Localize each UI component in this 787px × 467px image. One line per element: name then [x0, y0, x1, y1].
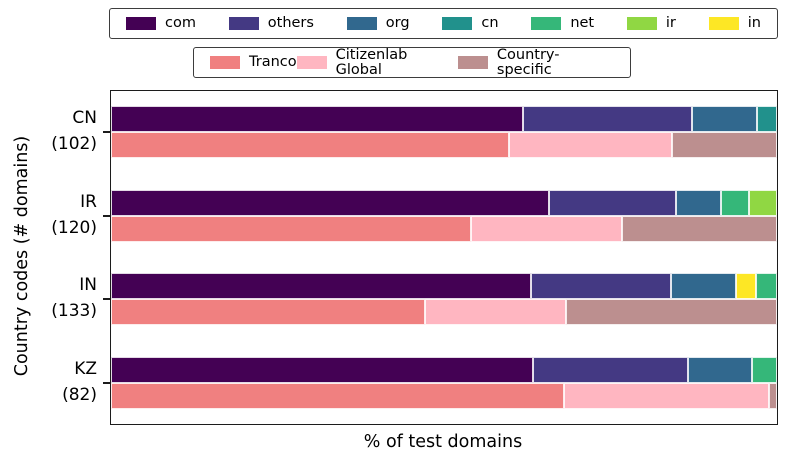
legend-swatch-icon: [210, 56, 240, 69]
segment-org: [671, 273, 737, 299]
ytick-label-IN: IN (133): [51, 275, 97, 321]
bar-group-KZ: [111, 357, 777, 409]
legend-item-others: others: [228, 15, 314, 32]
segment-com: [111, 106, 524, 132]
ytick-mark-IR: [103, 215, 111, 217]
ytick-label-KZ: KZ (82): [62, 359, 97, 405]
source-bar-KZ: [111, 383, 777, 409]
tld-bar-IN: [111, 273, 777, 299]
legend-label: Country-specific: [496, 47, 560, 78]
source-bar-IN: [111, 299, 777, 325]
segment-tranco: [111, 383, 564, 409]
segment-org: [687, 357, 752, 383]
tld-legend: com others org cn net ir in: [109, 8, 778, 39]
bar-group-CN: [111, 106, 777, 158]
legend-swatch-icon: [457, 56, 488, 69]
legend-swatch-icon: [626, 17, 657, 30]
segment-others: [533, 357, 688, 383]
ytick-label-IR: IR (120): [51, 192, 97, 238]
x-axis-label: % of test domains: [363, 432, 523, 452]
legend-label: Citizenlab Global: [335, 47, 408, 78]
legend-label: cn: [481, 15, 499, 32]
segment-citizenlab-global: [509, 132, 673, 158]
segment-citizenlab-global: [563, 383, 769, 409]
legend-swatch-icon: [346, 17, 377, 30]
legend-swatch-icon: [228, 17, 259, 30]
segment-country-specific: [621, 216, 777, 242]
legend-label: com: [165, 15, 196, 32]
legend-item-in: in: [708, 15, 761, 32]
segment-tranco: [111, 299, 425, 325]
tld-bar-IR: [111, 190, 777, 216]
legend-item-ir: ir: [626, 15, 676, 32]
segment-org: [692, 106, 757, 132]
source-bar-IR: [111, 216, 777, 242]
legend-swatch-icon: [442, 17, 473, 30]
source-bar-CN: [111, 132, 777, 158]
bar-group-IR: [111, 190, 777, 242]
segment-ir: [749, 190, 777, 216]
segment-tranco: [111, 216, 472, 242]
segment-country-specific: [769, 383, 777, 409]
legend-label: net: [570, 15, 595, 32]
legend-swatch-icon: [126, 17, 156, 30]
legend-item-tranco: Tranco: [210, 55, 297, 70]
segment-country-specific: [672, 132, 777, 158]
tld-bar-CN: [111, 106, 777, 132]
legend-label: others: [267, 15, 314, 32]
ytick-mark-CN: [103, 131, 111, 133]
segment-org: [676, 190, 722, 216]
legend-swatch-icon: [708, 17, 739, 30]
segment-others: [523, 106, 693, 132]
legend-swatch-icon: [531, 17, 562, 30]
legend-label: in: [747, 15, 761, 32]
segment-com: [111, 273, 532, 299]
segment-country-specific: [565, 299, 777, 325]
legend-item-country-specific: Country-specific: [457, 47, 614, 78]
segment-com: [111, 190, 550, 216]
segment-tranco: [111, 132, 510, 158]
ytick-mark-IN: [103, 298, 111, 300]
legend-label: Tranco: [249, 54, 297, 71]
tld-bar-KZ: [111, 357, 777, 383]
segment-citizenlab-global: [471, 216, 622, 242]
legend-label: org: [385, 15, 410, 32]
segment-others: [549, 190, 677, 216]
legend-label: ir: [665, 15, 676, 32]
segment-net: [751, 357, 777, 383]
segment-net: [721, 190, 749, 216]
segment-citizenlab-global: [424, 299, 566, 325]
legend-item-net: net: [531, 16, 594, 31]
plot-area: [110, 90, 778, 425]
bar-group-IN: [111, 273, 777, 325]
segment-com: [111, 357, 534, 383]
source-legend: Tranco Citizenlab Global Country-specific: [193, 47, 631, 78]
segment-net: [756, 273, 777, 299]
legend-swatch-icon: [296, 56, 327, 69]
legend-item-citizenlab-global: Citizenlab Global: [296, 47, 458, 78]
segment-others: [531, 273, 672, 299]
legend-item-cn: cn: [442, 15, 499, 32]
segment-cn: [757, 106, 777, 132]
legend-item-com: com: [126, 16, 196, 31]
y-axis-label: Country codes (# domains): [12, 135, 32, 377]
ytick-mark-KZ: [103, 382, 111, 384]
segment-in: [736, 273, 757, 299]
ytick-label-CN: CN (102): [51, 108, 97, 154]
legend-item-org: org: [346, 15, 410, 32]
